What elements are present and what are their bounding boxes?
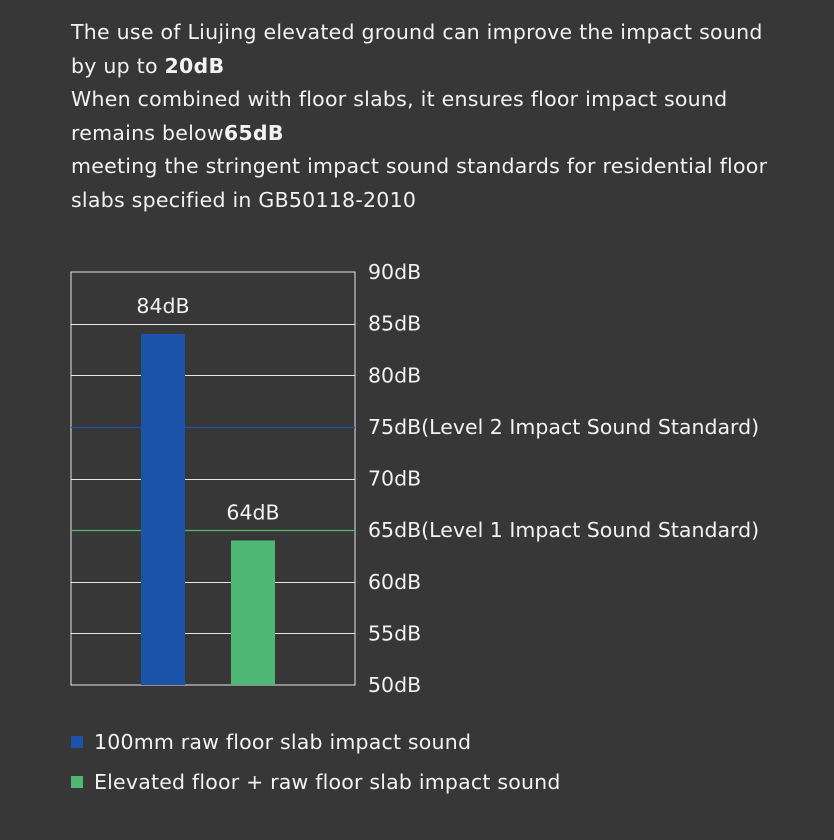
intro-line-2-highlight: 65dB [223, 120, 284, 145]
legend-swatch-raw-slab [71, 736, 83, 748]
intro-line-3: meeting the stringent impact sound stand… [71, 154, 768, 212]
bar-1 [141, 333, 185, 685]
bar-value-label-2: 64dB [226, 500, 279, 524]
legend-item-raw-slab: 100mm raw floor slab impact sound [71, 728, 561, 756]
intro-line-1-highlight: 20dB [164, 53, 225, 78]
y-tick-label: 75dB(Level 2 Impact Sound Standard) [368, 415, 759, 439]
chart-legend: 100mm raw floor slab impact sound Elevat… [71, 728, 561, 808]
y-tick-label: 50dB [368, 673, 421, 697]
intro-line-2-text: When combined with floor slabs, it ensur… [71, 87, 728, 145]
intro-text: The use of Liujing elevated ground can i… [71, 16, 791, 217]
legend-label-elevated-floor: Elevated floor + raw floor slab impact s… [94, 770, 561, 794]
intro-line-2: When combined with floor slabs, it ensur… [71, 83, 791, 150]
impact-sound-chart: 50dB 55dB 60dB 65dB(Level 1 Impact Sound St… [70, 260, 759, 697]
plot-frame [70, 271, 356, 686]
y-tick-label: 90dB [368, 260, 421, 284]
y-tick-label: 85dB [368, 312, 421, 336]
intro-line-1: The use of Liujing elevated ground can i… [71, 16, 791, 83]
y-tick-label: 60dB [368, 570, 421, 594]
bar-value-label-1: 84dB [136, 294, 189, 318]
y-tick-label: 65dB(Level 1 Impact Sound Standard) [368, 518, 759, 542]
y-tick-label: 80dB [368, 363, 421, 387]
intro-line-1-text: The use of Liujing elevated ground can i… [71, 20, 763, 78]
y-tick-label: 70dB [368, 467, 421, 491]
bar-2 [231, 540, 275, 685]
y-tick-label: 55dB [368, 621, 421, 645]
legend-label-raw-slab: 100mm raw floor slab impact sound [94, 730, 472, 754]
legend-item-elevated-floor: Elevated floor + raw floor slab impact s… [71, 768, 561, 796]
legend-swatch-elevated-floor [71, 776, 83, 788]
